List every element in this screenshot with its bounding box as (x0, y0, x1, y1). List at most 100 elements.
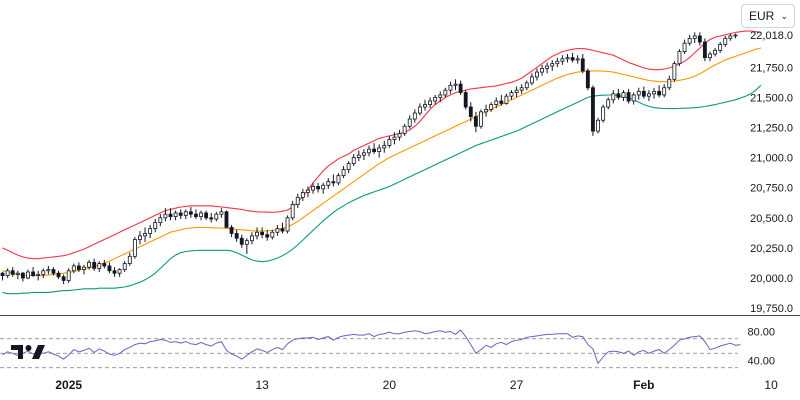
rsi-pane: 80.00 40.00 (0, 327, 775, 369)
candle-body (657, 90, 662, 96)
candle (194, 209, 198, 219)
price-axis: 19,750.0 20,000.0 20,250.0 20,500.0 20,750.0… (750, 30, 793, 315)
tradingview-logo-icon[interactable] (11, 341, 45, 361)
candle-body (687, 37, 692, 44)
candle-body (733, 34, 738, 37)
candle-body (143, 233, 147, 237)
candle-body (631, 94, 636, 102)
candle-body (728, 35, 733, 39)
candle-body (76, 265, 81, 270)
candle (122, 261, 127, 272)
candle-body (31, 271, 36, 276)
candle (204, 210, 209, 221)
candle (702, 38, 707, 62)
candle (473, 111, 478, 133)
candle (514, 86, 519, 98)
candle (280, 222, 285, 234)
bollinger-bands (2, 30, 762, 295)
candle (692, 32, 697, 44)
candle (438, 91, 443, 103)
candle (285, 215, 290, 234)
candle (178, 209, 183, 219)
candle (290, 200, 295, 221)
candle (657, 85, 662, 98)
candle (10, 267, 15, 277)
candle-body (494, 100, 499, 106)
candle (316, 182, 321, 193)
candle (504, 93, 509, 105)
candle-body (509, 92, 514, 97)
candle (5, 268, 10, 278)
candle-body (616, 93, 621, 98)
candle-body (636, 90, 641, 96)
chevron-down-icon: ⌄ (780, 10, 788, 21)
candle (107, 262, 112, 274)
candle-body (300, 192, 305, 198)
time-tick-label: 13 (255, 378, 269, 392)
candle (453, 79, 458, 91)
candle (229, 225, 234, 238)
candle (214, 211, 219, 222)
candle-body (229, 227, 234, 234)
bb-basis-line (2, 47, 762, 277)
bb-lower-line (2, 84, 762, 295)
candle-body (540, 68, 544, 73)
candle (468, 102, 473, 122)
candle (71, 263, 76, 274)
candle-body (122, 263, 127, 270)
candle (407, 115, 412, 129)
candle-body (183, 211, 188, 216)
candle (31, 267, 36, 277)
candle (183, 209, 188, 219)
candle (26, 269, 30, 280)
candle-body (463, 92, 468, 108)
price-tick-label: 22,018.0 (750, 30, 793, 42)
candle-body (285, 217, 290, 232)
candle-body (239, 237, 244, 245)
candle (484, 104, 488, 117)
candle (392, 132, 397, 145)
candle (677, 49, 682, 67)
candle-body (672, 63, 677, 80)
candle (311, 182, 315, 194)
candle (46, 265, 51, 275)
candle-body (641, 90, 646, 97)
candle-body (692, 35, 697, 39)
candle (611, 90, 616, 104)
candle-body (10, 270, 15, 275)
candle (728, 33, 733, 41)
candle-body (535, 71, 539, 78)
candle-body (112, 270, 117, 274)
candle-body (504, 95, 509, 104)
candle-body (473, 116, 478, 127)
candle (138, 231, 142, 245)
candle-body (682, 42, 687, 53)
candle-body (199, 212, 203, 217)
candle-body (188, 211, 193, 215)
candle (723, 35, 728, 47)
candle (494, 97, 499, 109)
candle (143, 227, 147, 242)
candle (672, 61, 677, 82)
candle-body (265, 234, 270, 238)
candle-body (209, 217, 214, 220)
candle (61, 274, 66, 285)
candle-body (66, 270, 71, 281)
candle (163, 208, 168, 222)
candle-body (163, 213, 168, 219)
candle (255, 227, 259, 240)
candle-body (87, 261, 91, 268)
candle (540, 64, 544, 76)
currency-select[interactable]: EUR ⌄ (741, 4, 795, 28)
candle (92, 258, 97, 271)
candle-body (489, 104, 494, 110)
candle-body (585, 70, 590, 89)
candle (713, 48, 718, 57)
candle-body (41, 270, 46, 275)
candle-body (117, 269, 122, 274)
candle-body (316, 186, 321, 190)
time-axis: 2025 13 20 27 Feb 10 (55, 378, 778, 392)
candle-body (417, 106, 422, 114)
candle (397, 129, 402, 141)
